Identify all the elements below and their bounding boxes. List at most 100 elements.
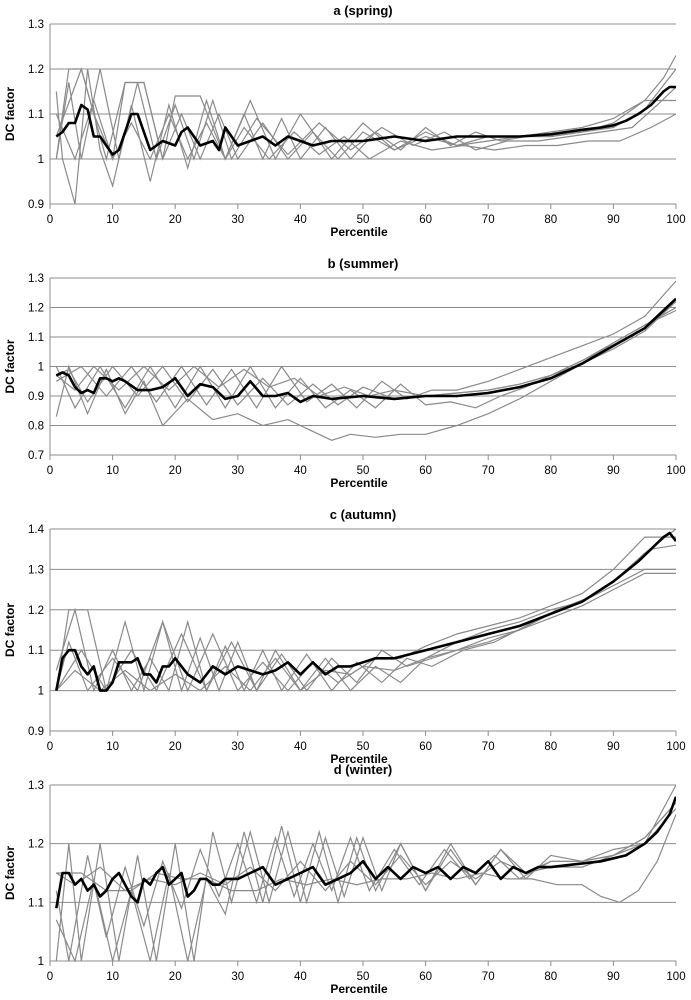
series-line-mean [55,85,676,156]
chart-title: b (summer) [328,256,399,271]
x-tick-label: 20 [169,741,182,753]
x-tick-label: 90 [607,214,620,226]
y-tick-label: 1 [38,956,44,968]
x-axis-label: Percentile [330,982,388,996]
y-tick-label: 1.3 [28,273,44,285]
series-group [55,280,676,441]
y-tick-label: 1.2 [28,303,44,315]
chart-panel-2: b (summer) 0.7 0.8 0.9 1 1.1 1.2 1.3 0 10 20 30 40 50… [3,256,686,490]
y-axis-label: DC factor [3,87,17,141]
y-axis-label: DC factor [3,339,17,393]
x-tick-label: 10 [106,465,119,477]
series-line-member-3 [55,68,676,162]
x-axis-label: Percentile [330,225,388,239]
x-tick-label: 40 [294,971,307,983]
series-line-member-3 [56,814,676,903]
x-tick-label: 90 [607,971,620,983]
x-tick-label: 70 [482,465,495,477]
y-tick-label: 0.7 [28,450,44,462]
x-tick-label: 30 [231,465,244,477]
x-tick-label: 60 [419,971,432,983]
x-tick-label: 0 [47,465,53,477]
x-tick-label: 10 [106,741,119,753]
series-line-mean [55,796,676,909]
x-tick-label: 90 [607,465,620,477]
y-tick-label: 0.9 [28,726,44,738]
x-tick-label: 80 [544,465,557,477]
y-tick-label: 1.1 [28,109,44,121]
x-tick-label: 80 [544,741,557,753]
x-axis-label: Percentile [330,752,388,766]
x-tick-label: 40 [294,465,307,477]
y-tick-label: 1.4 [28,524,45,536]
y-tick-label: 1 [38,686,44,698]
x-tick-label: 0 [47,741,53,753]
y-axis-label: DC factor [3,846,17,900]
y-tick-label: 1.2 [28,64,44,76]
x-tick-label: 20 [169,971,182,983]
series-line-mean [55,297,676,404]
x-tick-label: 60 [419,741,432,753]
y-tick-label: 1.3 [28,780,44,792]
y-tick-label: 1.3 [28,19,44,31]
y-tick-label: 1.1 [28,897,44,909]
x-tick-label: 60 [419,214,432,226]
series-line-member-2 [55,309,676,441]
y-tick-label: 1.2 [28,839,44,851]
series-line-member-2 [55,68,676,205]
x-tick-label: 100 [666,465,685,477]
series-group [55,528,676,693]
chart-title: d (winter) [334,762,393,777]
x-tick-label: 70 [482,741,495,753]
chart-title: a (spring) [333,3,392,18]
y-tick-label: 1.1 [28,645,44,657]
chart-title: c (autumn) [330,507,396,522]
x-tick-label: 40 [294,741,307,753]
chart-panel-4: d (winter) 1 1.1 1.2 1.3 0 10 20 30 40 50 60 70 80 90 1… [3,762,686,996]
x-tick-label: 50 [357,971,370,983]
x-tick-label: 50 [357,465,370,477]
y-tick-label: 1 [38,362,44,374]
x-tick-label: 100 [666,214,685,226]
series-group [55,55,676,205]
series-line-member-3 [55,572,676,692]
series-line-member-3 [55,280,676,409]
x-tick-label: 60 [419,465,432,477]
chart-panel-3: c (autumn) 0.9 1 1.1 1.2 1.3 1.4 0 10 20 30 40 50 60 7… [3,507,686,766]
x-tick-label: 30 [231,741,244,753]
y-tick-label: 1.1 [28,332,44,344]
x-axis-label: Percentile [330,476,388,490]
x-tick-label: 0 [47,214,53,226]
y-tick-label: 0.9 [28,199,44,211]
x-tick-label: 80 [544,971,557,983]
y-tick-label: 0.9 [28,391,44,403]
x-tick-label: 10 [106,214,119,226]
series-line-member-2 [55,784,676,962]
series-line-member-5 [55,536,676,692]
series-group [55,784,676,962]
y-tick-label: 0.8 [28,421,44,433]
y-axis-label: DC factor [3,603,17,657]
series-line-member-1 [55,55,676,162]
x-tick-label: 20 [169,214,182,226]
x-tick-label: 40 [294,214,307,226]
x-tick-label: 0 [47,971,53,983]
y-tick-label: 1.3 [28,564,44,576]
x-tick-label: 80 [544,214,557,226]
x-tick-label: 20 [169,465,182,477]
x-tick-label: 100 [666,741,685,753]
chart-panel-1: a (spring) 0.9 1 1.1 1.2 1.3 0 10 20 30 40 50 60 70 80… [3,3,686,239]
x-tick-label: 50 [357,214,370,226]
y-tick-label: 1 [38,154,44,166]
x-tick-label: 100 [666,971,685,983]
x-tick-label: 70 [482,214,495,226]
series-line-member-5 [55,67,676,162]
y-tick-label: 1.2 [28,605,44,617]
x-tick-label: 30 [231,214,244,226]
x-tick-label: 90 [607,741,620,753]
x-tick-label: 50 [357,741,370,753]
series-line-member-4 [55,802,676,962]
series-line-member-5 [55,301,676,397]
series-line-mean [55,531,676,692]
